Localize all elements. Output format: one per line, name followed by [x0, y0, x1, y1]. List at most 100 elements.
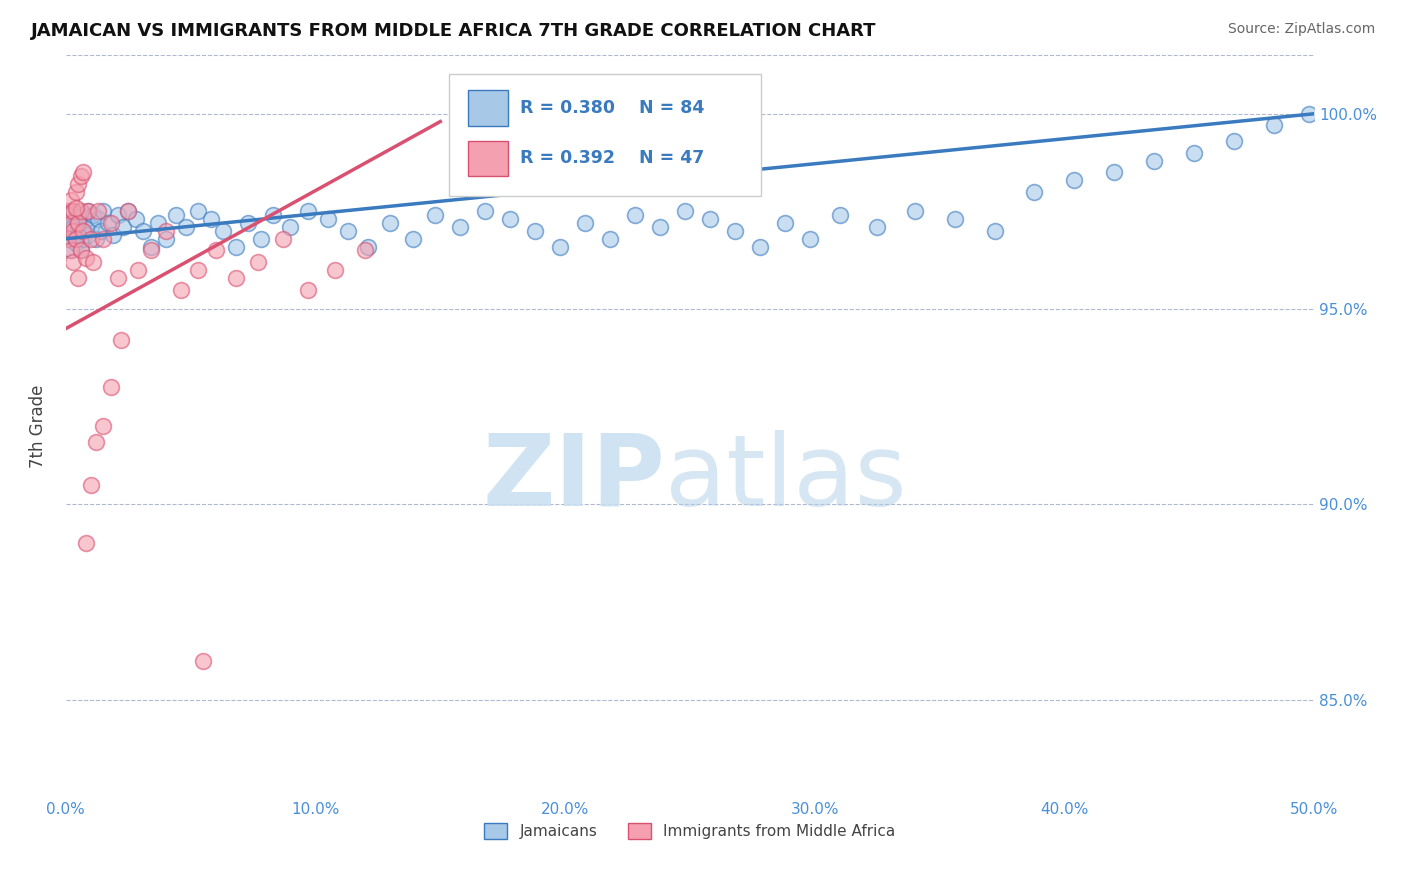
Point — [316, 212, 339, 227]
Point — [100, 216, 122, 230]
Point — [90, 224, 112, 238]
Point — [67, 216, 90, 230]
Point — [125, 212, 148, 227]
Text: ZIP: ZIP — [482, 430, 665, 527]
Point — [699, 212, 721, 227]
Point — [132, 224, 155, 238]
Point — [58, 232, 80, 246]
Point — [91, 419, 114, 434]
Point — [127, 263, 149, 277]
Point — [67, 270, 90, 285]
Point — [336, 224, 359, 238]
Point — [62, 204, 84, 219]
Point — [187, 204, 209, 219]
Point — [69, 169, 91, 184]
Point — [69, 244, 91, 258]
Point — [91, 232, 114, 246]
Point — [449, 220, 471, 235]
Point — [67, 208, 90, 222]
Point — [1143, 153, 1166, 168]
Point — [59, 244, 82, 258]
Point — [247, 255, 270, 269]
Point — [58, 216, 80, 230]
Point — [65, 185, 87, 199]
Point — [1223, 134, 1246, 148]
Point — [474, 204, 496, 219]
Point — [67, 227, 90, 242]
Point — [1298, 107, 1320, 121]
Bar — [468, 90, 508, 126]
Y-axis label: 7th Grade: 7th Grade — [30, 384, 46, 468]
Point — [107, 208, 129, 222]
Point — [84, 232, 107, 246]
Point — [139, 239, 162, 253]
Point — [69, 244, 91, 258]
Point — [62, 220, 84, 235]
Legend: Jamaicans, Immigrants from Middle Africa: Jamaicans, Immigrants from Middle Africa — [478, 817, 901, 846]
Point — [72, 208, 94, 222]
Point — [524, 224, 547, 238]
Text: R = 0.380    N = 84: R = 0.380 N = 84 — [520, 99, 704, 117]
Point — [1263, 119, 1285, 133]
Point — [904, 204, 927, 219]
Point — [69, 224, 91, 238]
Point — [75, 220, 97, 235]
Point — [236, 216, 259, 230]
Point — [225, 270, 247, 285]
Text: atlas: atlas — [665, 430, 907, 527]
Point — [155, 224, 177, 238]
Point — [724, 224, 747, 238]
Point — [828, 208, 851, 222]
Point — [65, 232, 87, 246]
Point — [204, 244, 226, 258]
Point — [91, 204, 114, 219]
Point — [943, 212, 966, 227]
Point — [72, 165, 94, 179]
Point — [648, 220, 671, 235]
Point — [139, 244, 162, 258]
Point — [69, 204, 91, 219]
Point — [72, 232, 94, 246]
Point — [599, 232, 621, 246]
Point — [62, 227, 84, 242]
Point — [325, 263, 347, 277]
Point — [249, 232, 271, 246]
Point — [773, 216, 796, 230]
Point — [65, 232, 87, 246]
Point — [65, 201, 87, 215]
Point — [169, 283, 191, 297]
Point — [80, 478, 103, 492]
Point — [65, 235, 87, 250]
Point — [499, 212, 522, 227]
Point — [59, 204, 82, 219]
Text: R = 0.392    N = 47: R = 0.392 N = 47 — [520, 149, 704, 168]
Text: Source: ZipAtlas.com: Source: ZipAtlas.com — [1227, 22, 1375, 37]
Point — [271, 232, 294, 246]
Point — [67, 177, 90, 191]
Point — [174, 220, 197, 235]
Point — [75, 212, 97, 227]
Point — [187, 263, 209, 277]
Point — [59, 216, 82, 230]
Point — [200, 212, 222, 227]
Bar — [468, 141, 508, 176]
Point — [62, 255, 84, 269]
Point — [107, 270, 129, 285]
Point — [548, 239, 571, 253]
Point — [673, 204, 696, 219]
Point — [100, 380, 122, 394]
Point — [75, 536, 97, 550]
Point — [117, 204, 139, 219]
Point — [65, 212, 87, 227]
Point — [624, 208, 647, 222]
Point — [297, 204, 319, 219]
Point — [262, 208, 284, 222]
Point — [280, 220, 302, 235]
Point — [58, 204, 80, 219]
Point — [67, 216, 90, 230]
Point — [799, 232, 821, 246]
Point — [1182, 145, 1205, 160]
Point — [380, 216, 402, 230]
Point — [165, 208, 187, 222]
Point — [866, 220, 889, 235]
